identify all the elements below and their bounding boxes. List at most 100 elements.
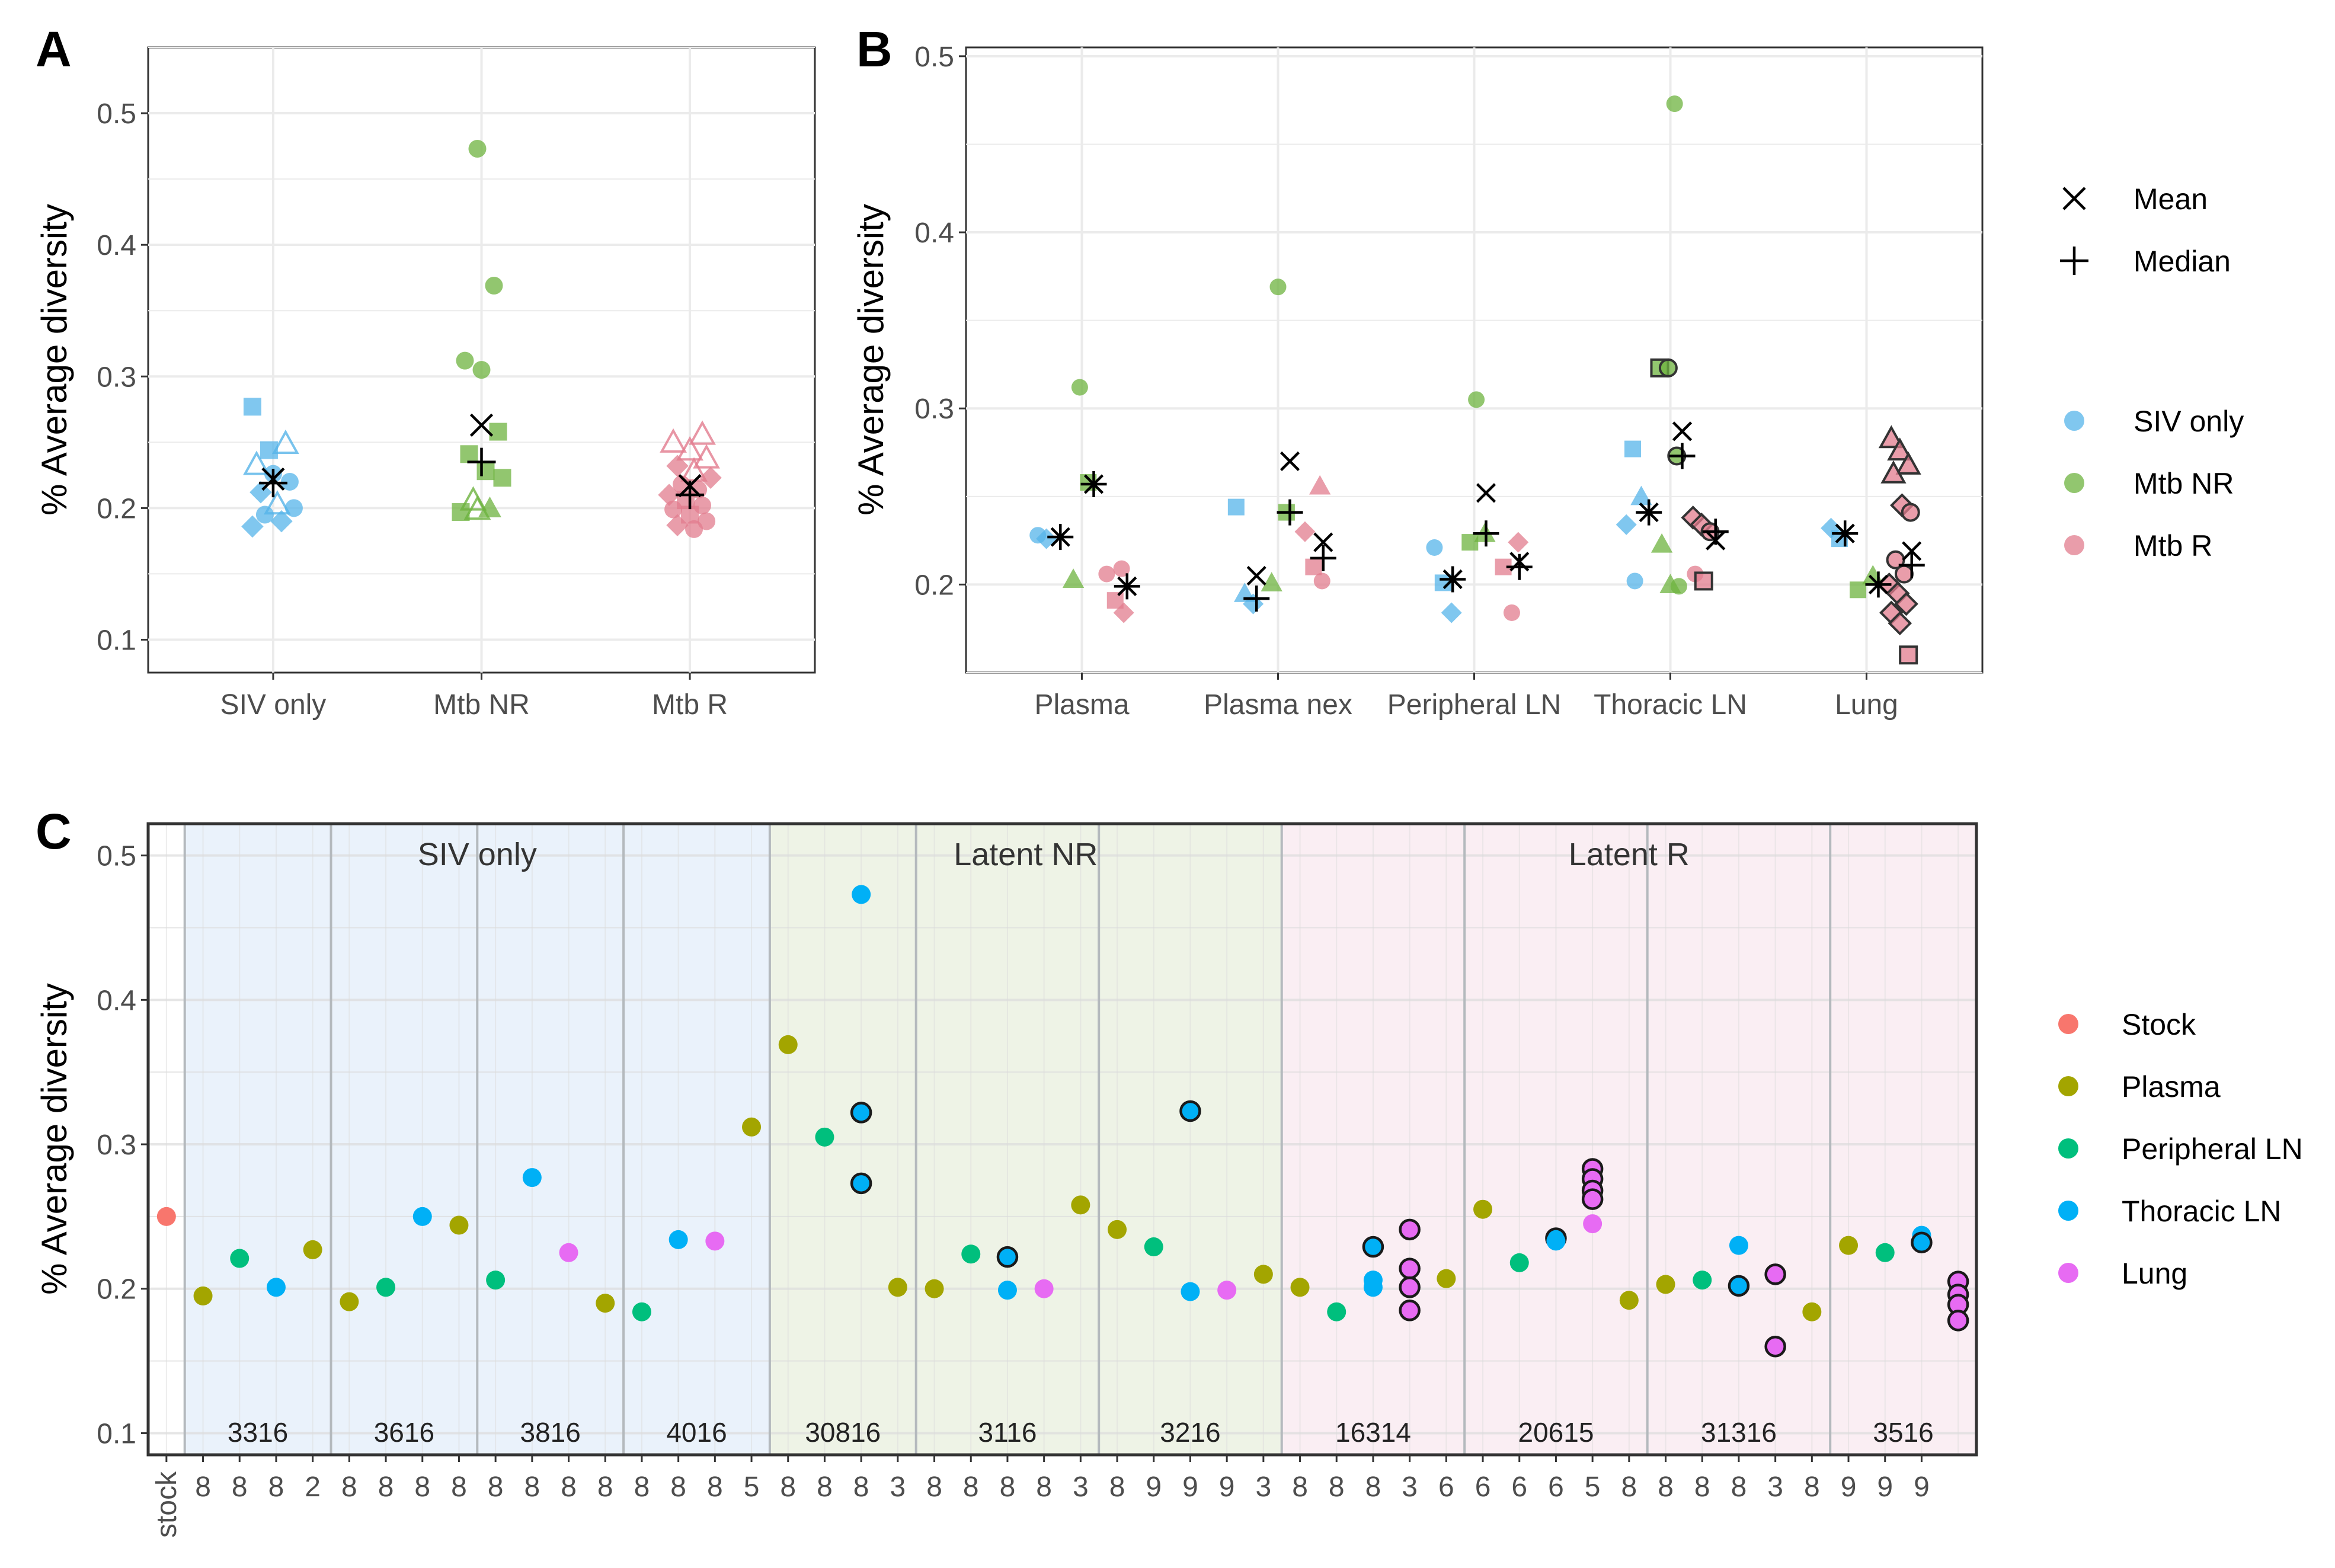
x-tick-label: 8 [561,1471,577,1503]
x-tick-label: 8 [1804,1471,1820,1503]
x-tick-label: 8 [195,1471,211,1503]
data-point [1878,425,1904,449]
panel-label-a: A [36,21,72,77]
x-tick-label: SIV only [220,689,327,721]
data-point [685,520,703,538]
x-tick-label: 8 [451,1471,467,1503]
x-tick-label: Plasma [1034,689,1129,721]
x-tick-label: 3 [1767,1471,1783,1503]
data-point [243,450,270,475]
legend-key [2058,1138,2078,1159]
data-point [1327,1302,1346,1321]
data-point [1113,602,1134,623]
data-point [1894,591,1918,616]
mean-marker [1476,483,1496,503]
data-point [460,445,478,463]
y-tick-label: 0.4 [97,985,136,1016]
data-point [1253,1265,1273,1284]
animal-id-label: 30816 [805,1417,881,1448]
x-tick-label: 8 [341,1471,357,1503]
x-tick-label: 5 [1585,1471,1601,1503]
data-point [1217,1281,1237,1300]
data-point [468,140,487,158]
data-point [1911,1231,1933,1254]
data-point [689,420,716,445]
x-tick-label: 6 [1475,1471,1491,1503]
data-point [1305,558,1322,575]
data-point [666,455,689,478]
data-point [658,484,680,506]
animal-id-label: 3216 [1160,1417,1220,1448]
x-tick-label: 5 [744,1471,760,1503]
legend-label: Median [2134,245,2231,278]
data-point [596,1294,615,1313]
data-point [997,1281,1017,1300]
legend-label: Plasma [2122,1070,2221,1103]
data-point [693,444,720,469]
x-tick-label: 8 [268,1471,284,1503]
x-tick-label: 8 [597,1471,613,1503]
data-point [1509,1253,1529,1272]
data-point [489,423,507,441]
x-tick-label: 8 [524,1471,540,1503]
legend-key [2058,1263,2078,1283]
panel-label-c: C [36,804,72,859]
data-point [449,1215,469,1235]
legend-label: Peripheral LN [2122,1132,2303,1166]
data-point [493,469,511,487]
mean-marker [1313,532,1333,552]
data-point [1227,498,1245,516]
data-point [1839,1236,1859,1255]
data-point [705,1231,725,1251]
data-point [340,1292,359,1311]
y-tick-label: 0.4 [97,230,136,261]
plus-icon [2060,247,2088,275]
data-point [1619,1291,1639,1310]
data-point [412,1207,432,1226]
legend-key [2064,473,2084,493]
data-point [1473,1199,1493,1219]
x-tick-label: 9 [1841,1471,1857,1503]
data-point [664,500,683,519]
y-tick-label: 0.3 [914,393,954,425]
data-point [742,1117,762,1137]
data-point [1947,1310,1969,1332]
median-marker [1636,499,1662,526]
data-point [1850,581,1867,599]
x-tick-label: Thoracic LN [1594,689,1747,721]
group-label: Latent NR [954,837,1098,872]
data-point [1729,1236,1748,1255]
legend-key [2058,1014,2078,1034]
x-tick-label: 8 [1036,1471,1052,1503]
y-tick-label: 0.5 [914,41,954,73]
panel-c: SIV only Latent NR Latent R 3316 3616 3816 40… [34,822,2303,1538]
data-point [284,499,303,517]
data-point [1294,521,1316,542]
data-point [1581,1188,1604,1210]
y-tick-label: 0.4 [914,217,954,249]
panel-c-frame [146,822,1978,1457]
panel-b: 0.2 0.3 0.4 0.5 Plasma Plasma nex Peripheral L… [851,41,2244,721]
legend-key [2058,1201,2078,1221]
x-tick-label: 9 [1182,1471,1198,1503]
data-point [1880,460,1907,484]
data-point [266,1278,286,1297]
data-point [241,515,264,538]
x-tick-label: Lung [1835,689,1898,721]
data-point [1399,1300,1421,1321]
data-point [888,1278,907,1297]
panel-b-legend: Mean Median SIV only Mtb NR Mtb R [2060,183,2244,562]
data-point [1901,503,1920,522]
animal-id-label: 4016 [666,1417,727,1448]
x-tick-label: 8 [707,1471,723,1503]
animal-id-label: 3816 [520,1417,581,1448]
data-point [850,1172,872,1195]
y-tick-label: 0.5 [97,841,136,872]
legend-label: Mtb NR [2134,467,2234,500]
legend-label: Thoracic LN [2122,1195,2282,1228]
median-marker [258,469,287,498]
data-point [472,361,491,379]
y-tick-label: 0.2 [97,1274,136,1305]
data-point [1728,1275,1750,1297]
